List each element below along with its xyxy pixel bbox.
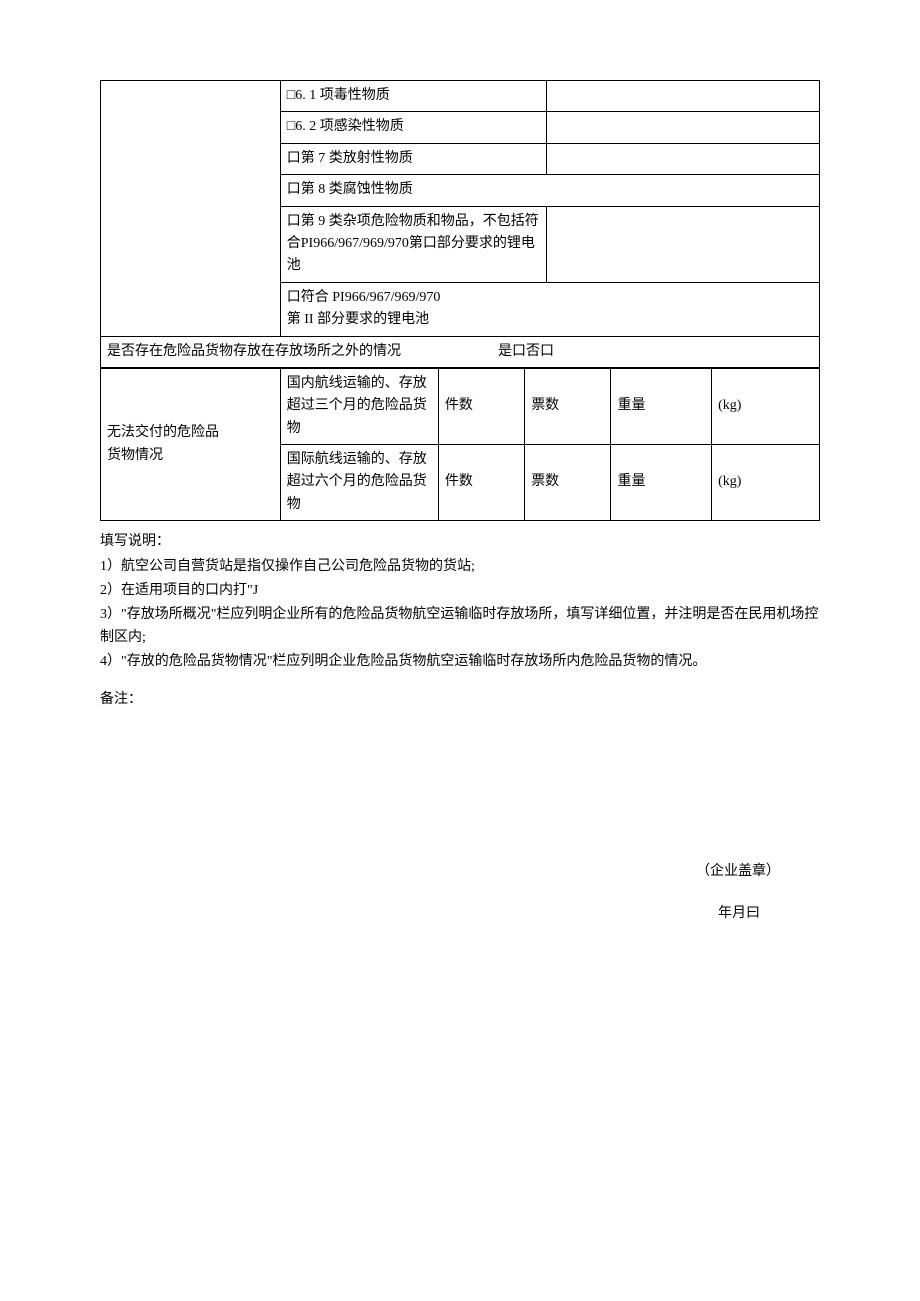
hazard-item: 口第 8 类腐蚀性物质	[280, 175, 819, 206]
question-table: 是否存在危险品货物存放在存放场所之外的情况 是口否口	[100, 337, 820, 368]
hazard-item: □6. 2 项感染性物质	[280, 112, 546, 143]
question-text: 是否存在危险品货物存放在存放场所之外的情况	[107, 344, 401, 359]
stamp-text: （企业盖章）	[100, 861, 820, 883]
col-weight: 重量	[611, 445, 712, 521]
row-desc: 国际航线运输的、存放超过六个月的危险品货物	[280, 445, 438, 521]
undeliverable-header: 无法交付的危险品 货物情况	[101, 368, 281, 520]
col-unit: (kg)	[712, 368, 820, 444]
undeliverable-table: 无法交付的危险品 货物情况 国内航线运输的、存放超过三个月的危险品货物 件数 票…	[100, 368, 820, 521]
note-item: 2）在适用项目的口内打"J	[100, 580, 820, 602]
row-desc: 国内航线运输的、存放超过三个月的危险品货物	[280, 368, 438, 444]
col-pieces: 件数	[438, 445, 524, 521]
note-item: 3）"存放场所概况"栏应列明企业所有的危险品货物航空运输临时存放场所，填写详细位…	[100, 604, 820, 649]
col-tickets: 票数	[525, 445, 611, 521]
question-cell: 是否存在危险品货物存放在存放场所之外的情况 是口否口	[101, 337, 820, 368]
hazard-item-value	[546, 112, 819, 143]
note-item: 1）航空公司自营货站是指仅操作自己公司危险品货物的货站;	[100, 556, 820, 578]
hazard-item-value	[546, 143, 819, 174]
hazard-item: 口第 7 类放射性物质	[280, 143, 546, 174]
col-tickets: 票数	[525, 368, 611, 444]
hazard-item-value	[546, 81, 819, 112]
date-text: 年月曰	[100, 903, 820, 925]
notes-section: 填写说明： 1）航空公司自营货站是指仅操作自己公司危险品货物的货站; 2）在适用…	[100, 531, 820, 673]
col-pieces: 件数	[438, 368, 524, 444]
col-unit: (kg)	[712, 445, 820, 521]
hazard-item: □6. 1 项毒性物质	[280, 81, 546, 112]
question-options: 是口否口	[498, 344, 554, 359]
hazard-item: 口第 9 类杂项危险物质和物品，不包括符合PI966/967/969/970第口…	[280, 206, 546, 282]
upper-spacer-cell	[101, 81, 281, 337]
col-weight: 重量	[611, 368, 712, 444]
note-item: 4）"存放的危险品货物情况"栏应列明企业危险品货物航空运输临时存放场所内危险品货…	[100, 651, 820, 673]
remark-label: 备注：	[100, 689, 820, 711]
notes-heading: 填写说明：	[100, 531, 820, 553]
hazard-item: 口符合 PI966/967/969/970 第 II 部分要求的锂电池	[280, 282, 819, 336]
hazard-class-table: □6. 1 项毒性物质 □6. 2 项感染性物质 口第 7 类放射性物质 口第 …	[100, 80, 820, 337]
hazard-item-value	[546, 206, 819, 282]
